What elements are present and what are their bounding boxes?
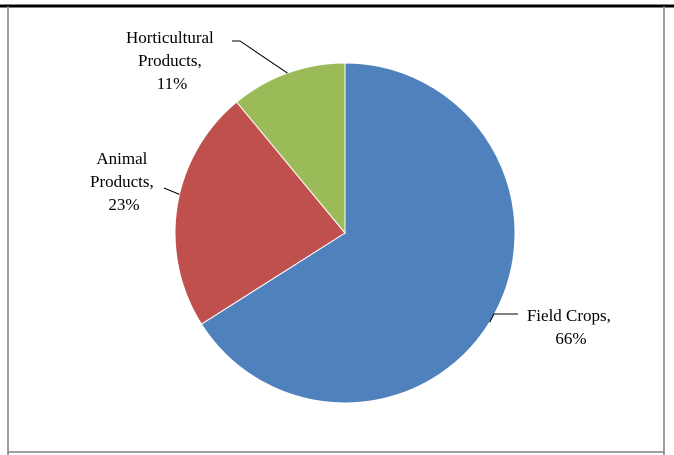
label-animal-line2: Products,	[90, 172, 154, 191]
pie-slices	[174, 62, 516, 404]
slice-horticultural-products	[235, 62, 346, 235]
label-animal: Animal Products, 23%	[90, 149, 158, 214]
label-horticultural-line2: Products,	[138, 51, 202, 70]
slice-animal-products	[174, 101, 346, 325]
label-field-crops: Field Crops, 66%	[527, 306, 615, 348]
label-horticultural-line3: 11%	[157, 74, 188, 93]
leader-horticultural-products	[232, 40, 288, 74]
leader-field-crops	[489, 313, 518, 323]
label-horticultural-line1: Horticultural	[126, 28, 214, 47]
label-animal-line3: 23%	[108, 195, 139, 214]
label-field-crops-line1: Field Crops,	[527, 306, 611, 325]
label-animal-line1: Animal	[96, 149, 147, 168]
leader-animal-products	[163, 187, 180, 195]
label-horticultural: Horticultural Products, 11%	[126, 28, 218, 93]
leader-lines	[163, 40, 518, 323]
label-field-crops-line2: 66%	[555, 329, 586, 348]
